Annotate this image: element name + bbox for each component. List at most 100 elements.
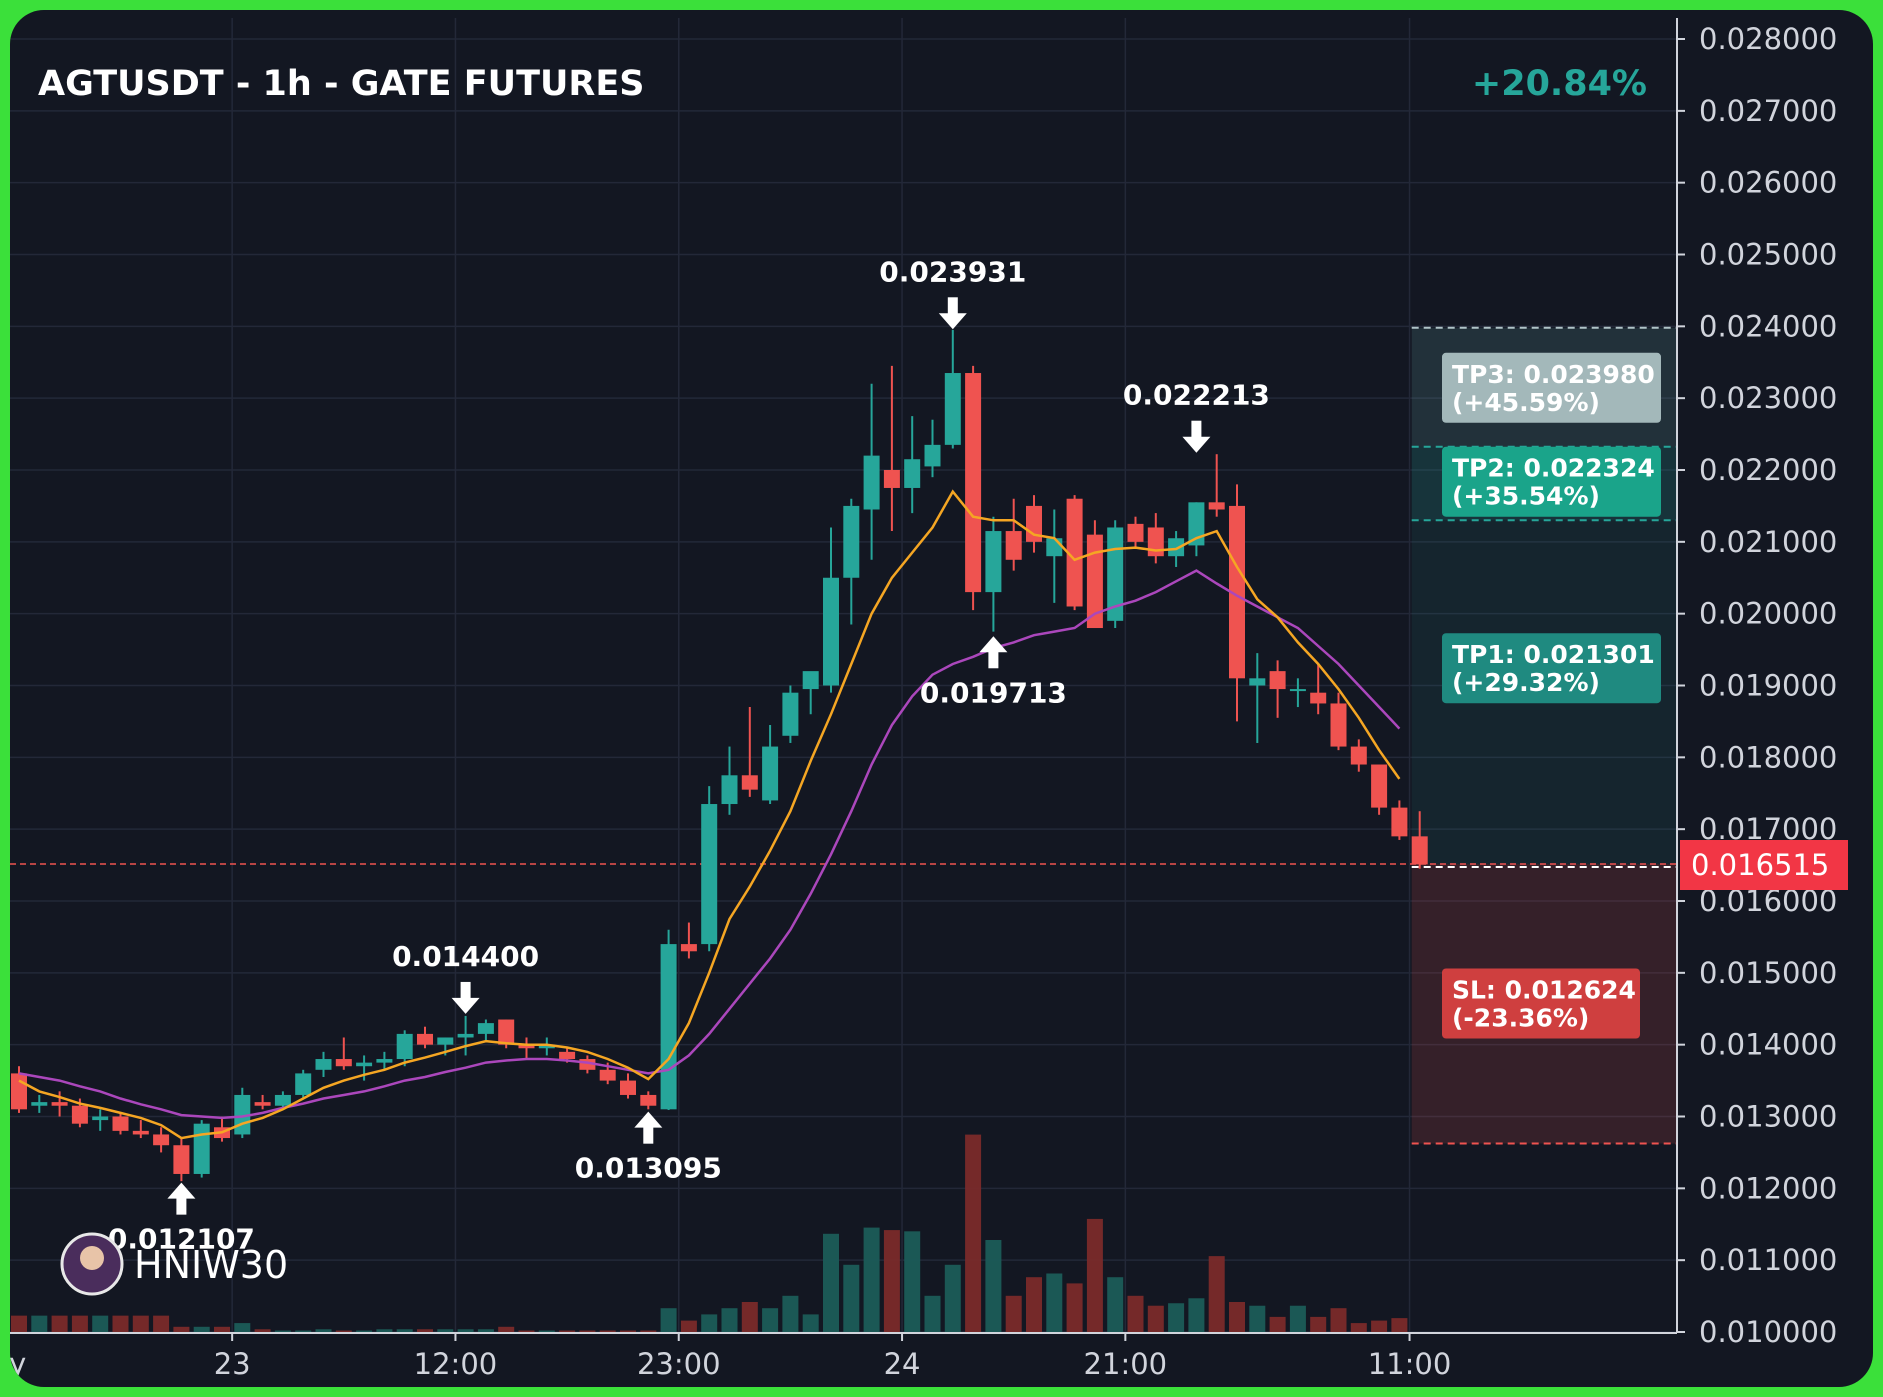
- arrow-up-icon: [167, 1182, 196, 1215]
- volume-bars: [11, 1134, 1408, 1333]
- level-labels: TP3: 0.023980(+45.59%) TP2: 0.022324(+35.…: [1442, 352, 1661, 1039]
- volume-bar: [153, 1315, 170, 1333]
- volume-bar: [518, 1330, 535, 1333]
- candle-body: [782, 692, 799, 736]
- price-chart[interactable]: 0.012107 0.014400 0.013095 0.023931 0.019713…: [10, 10, 1873, 1387]
- volume-bar: [741, 1302, 758, 1333]
- y-axis: 0.010000 0.011000 0.012000 0.013000 0.014000…: [1677, 22, 1837, 1349]
- volume-bar: [1188, 1298, 1205, 1333]
- volume-bar: [1289, 1305, 1306, 1333]
- volume-bar: [944, 1264, 961, 1333]
- volume-bar: [1066, 1283, 1083, 1333]
- volume-bar: [254, 1329, 271, 1333]
- volume-bar: [863, 1227, 880, 1333]
- y-tick-label: 0.019000: [1699, 669, 1837, 703]
- volume-bar: [214, 1326, 230, 1333]
- arrow-head: [1182, 436, 1211, 453]
- candle-body: [599, 1069, 616, 1081]
- volume-bar: [1330, 1308, 1347, 1333]
- candle-body: [1127, 523, 1144, 542]
- x-tick-label: 24: [884, 1347, 921, 1381]
- volume-bar: [904, 1231, 921, 1333]
- candle-body: [883, 470, 900, 488]
- candle-body: [51, 1102, 68, 1106]
- y-tick-label: 0.023000: [1699, 381, 1837, 415]
- candle-body: [1066, 498, 1083, 607]
- candle-body: [437, 1037, 454, 1045]
- arrow-down-icon: [451, 981, 480, 1014]
- arrow-shaft: [947, 297, 958, 316]
- candle-body: [680, 944, 697, 952]
- volume-bar: [132, 1315, 149, 1333]
- x-tick-label: ay: [10, 1347, 26, 1381]
- volume-bar: [11, 1315, 27, 1333]
- candle-body: [721, 775, 738, 805]
- volume-bar: [335, 1330, 352, 1333]
- trade-zones: [10, 326, 1677, 1145]
- volume-bar: [1229, 1302, 1245, 1333]
- arrow-shaft: [176, 1196, 187, 1215]
- volume-bar: [356, 1330, 373, 1333]
- arrow-up-icon: [979, 636, 1008, 669]
- y-tick-label: 0.014000: [1699, 1028, 1837, 1062]
- y-tick-label: 0.011000: [1699, 1243, 1837, 1277]
- volume-bar: [1147, 1305, 1164, 1333]
- volume-bar: [1168, 1303, 1185, 1333]
- current-price-label: 0.016515: [1691, 848, 1829, 882]
- candle-body: [132, 1130, 149, 1135]
- volume-bar: [112, 1315, 129, 1333]
- price-annotation-label: 0.012107: [108, 1223, 255, 1256]
- y-tick-label: 0.028000: [1699, 22, 1837, 56]
- level-label-box: [1442, 352, 1661, 423]
- volume-bar: [823, 1233, 839, 1333]
- level-label-box: [1442, 968, 1640, 1039]
- volume-bar: [1107, 1277, 1124, 1333]
- chart-panel: 0.012107 0.014400 0.013095 0.023931 0.019713…: [10, 10, 1873, 1387]
- volume-bar: [721, 1308, 738, 1333]
- volume-bar: [437, 1329, 454, 1333]
- level-label-tp1: TP1: 0.021301(+29.32%): [1442, 633, 1661, 704]
- candle-body: [457, 1033, 474, 1038]
- volume-bar: [477, 1329, 494, 1333]
- y-tick-label: 0.026000: [1699, 166, 1837, 200]
- volume-bar: [762, 1308, 779, 1333]
- volume-bar: [417, 1329, 433, 1333]
- candle-body: [863, 455, 880, 510]
- y-tick-label: 0.013000: [1699, 1100, 1837, 1134]
- y-tick-label: 0.015000: [1699, 956, 1837, 990]
- current-price-tag-box: [1680, 840, 1848, 891]
- level-label-box: [1442, 446, 1661, 517]
- volume-bar: [1310, 1316, 1327, 1333]
- arrow-head: [634, 1111, 663, 1128]
- candle-body: [173, 1145, 190, 1174]
- ema-fast-line: [18, 489, 1401, 1140]
- y-tick-label: 0.012000: [1699, 1171, 1837, 1205]
- volume-bar: [498, 1326, 515, 1333]
- volume-bar: [620, 1330, 636, 1333]
- candle-body: [417, 1033, 433, 1045]
- candle-body: [315, 1059, 332, 1070]
- candle-body: [1269, 671, 1286, 690]
- candle-body: [944, 373, 961, 445]
- candlesticks: [11, 329, 1428, 1182]
- price-annotation-label: 0.023931: [879, 255, 1026, 288]
- level-label-tp2: TP2: 0.022324(+35.54%): [1442, 446, 1661, 517]
- level-label-price: TP1: 0.021301: [1452, 640, 1655, 669]
- y-tick-label: 0.020000: [1699, 597, 1837, 631]
- x-tick-label: 23: [214, 1347, 251, 1381]
- arrow-shaft: [460, 981, 471, 1000]
- candle-body: [498, 1019, 515, 1045]
- candle-body: [92, 1116, 109, 1121]
- volume-bar: [31, 1315, 48, 1333]
- volume-bar: [1005, 1295, 1022, 1333]
- candle-body: [1046, 538, 1063, 557]
- volume-bar: [782, 1295, 799, 1333]
- volume-bar: [92, 1315, 109, 1333]
- candle-body: [620, 1080, 636, 1095]
- candle-body: [1005, 531, 1022, 560]
- candle-body: [295, 1073, 312, 1095]
- price-annotation-label: 0.014400: [392, 940, 539, 973]
- volume-bar: [1269, 1316, 1286, 1333]
- candle-body: [701, 804, 718, 945]
